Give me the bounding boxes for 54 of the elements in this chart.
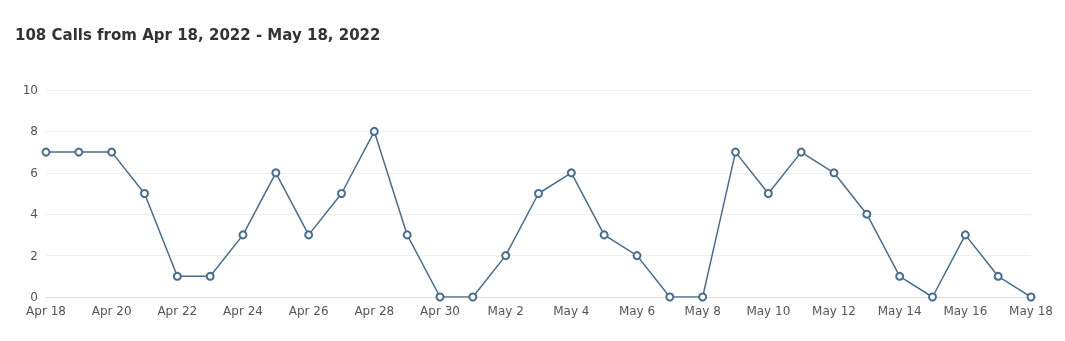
x-tick-label: May 14 (877, 304, 922, 318)
x-tick-label: May 10 (746, 304, 791, 318)
x-tick-label: Apr 24 (223, 304, 263, 318)
point (172, 271, 182, 281)
point (928, 292, 937, 302)
point (337, 189, 346, 198)
point (107, 147, 117, 157)
x-tick-label: Apr 26 (288, 304, 329, 318)
y-tick-label: 6 (30, 165, 38, 180)
point (960, 230, 970, 240)
point (74, 147, 84, 157)
x-tick-label: Apr 20 (91, 304, 132, 318)
x-tick-label: May 2 (487, 304, 524, 318)
point (599, 230, 609, 240)
y-tick-label: 10 (22, 83, 38, 97)
point (501, 251, 511, 261)
x-tick-label: May 12 (812, 304, 856, 318)
y-tick-label: 4 (30, 207, 38, 222)
point (435, 292, 445, 302)
point (1026, 292, 1036, 302)
point (763, 189, 773, 198)
point (402, 230, 412, 240)
point (665, 292, 675, 302)
point (796, 147, 806, 157)
x-tick-label: May 18 (1009, 304, 1053, 318)
point (993, 271, 1003, 281)
point (140, 189, 149, 198)
point (566, 168, 576, 178)
y-tick-label: 2 (30, 248, 38, 263)
x-tick-label: May 8 (684, 304, 721, 318)
x-tick-label: Apr 22 (157, 304, 198, 318)
x-tick-label: Apr 18 (26, 304, 66, 318)
y-tick-label: 8 (30, 124, 38, 139)
point (304, 230, 314, 240)
x-tick-label: May 16 (943, 304, 988, 318)
point (632, 251, 642, 261)
y-tick-label: 0 (30, 290, 38, 304)
point (895, 271, 905, 281)
point (205, 271, 215, 281)
point (468, 292, 478, 302)
point (698, 292, 708, 302)
point (862, 209, 872, 219)
x-tick-label: May 6 (618, 304, 656, 318)
chart-title: 108 Calls from Apr 18, 2022 - May 18, 2022 (15, 25, 381, 44)
point (534, 189, 543, 198)
point (41, 147, 51, 157)
point (829, 168, 839, 178)
x-tick-label: May 4 (553, 304, 590, 318)
x-tick-label: Apr 28 (354, 304, 395, 318)
point (369, 126, 379, 136)
x-tick-label: Apr 30 (420, 304, 460, 318)
point (238, 230, 248, 240)
point (731, 147, 740, 157)
point (271, 168, 281, 178)
